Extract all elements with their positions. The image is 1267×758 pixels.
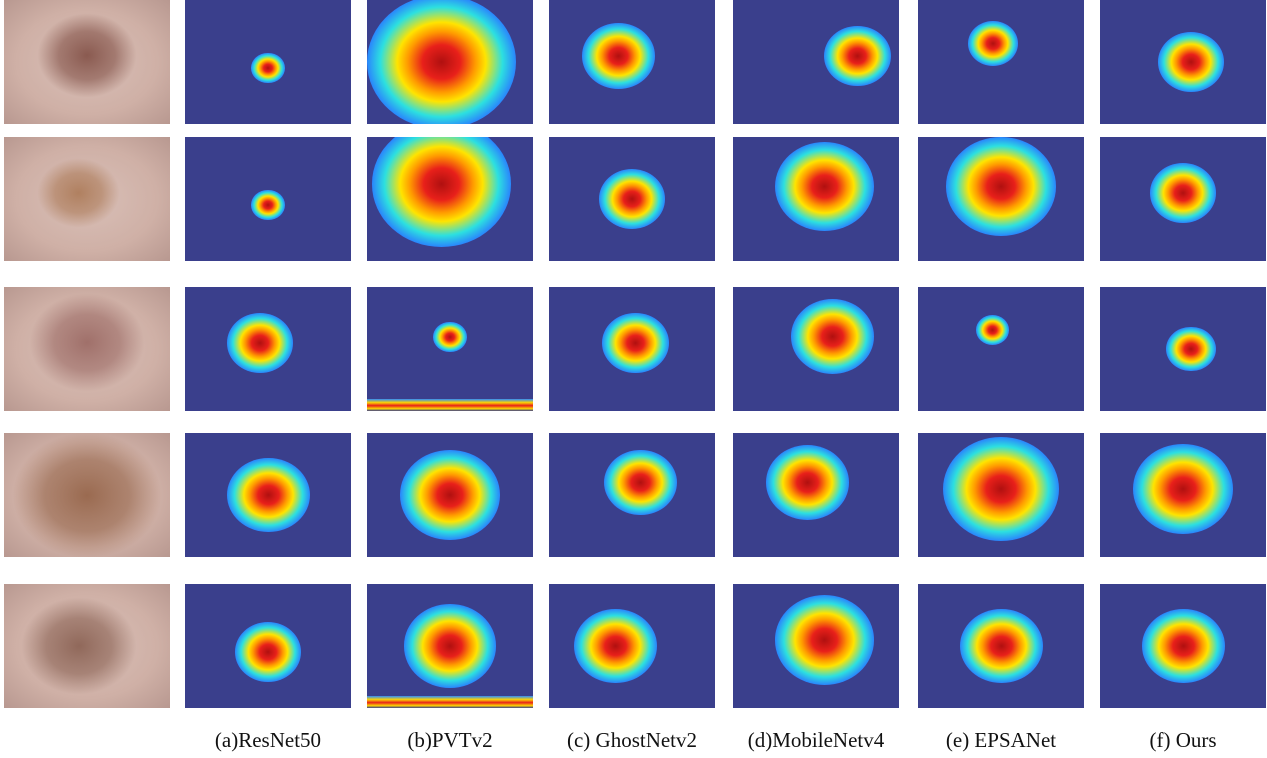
heatmap-image	[733, 0, 899, 124]
activation-hotspot	[967, 20, 1018, 66]
lesion	[37, 13, 137, 99]
heatmap-image	[733, 137, 899, 261]
activation-hotspot	[234, 622, 302, 683]
activation-hotspot	[959, 608, 1043, 684]
heatmap-image	[1100, 137, 1266, 261]
activation-hotspot	[582, 22, 656, 89]
activation-bar	[367, 399, 533, 411]
activation-hotspot	[226, 312, 293, 373]
lesion-image	[4, 584, 170, 708]
lesion	[12, 433, 162, 557]
column-label: (b)PVTv2	[407, 728, 493, 752]
activation-hotspot	[1141, 608, 1225, 684]
lesion	[37, 157, 121, 229]
heatmap-image	[918, 137, 1084, 261]
heatmap-image	[549, 433, 715, 557]
lesion-image	[4, 137, 170, 261]
heatmap-image	[1100, 433, 1266, 557]
heatmap-image	[918, 433, 1084, 557]
heatmap-image	[367, 584, 533, 708]
activation-hotspot	[371, 137, 512, 247]
activation-hotspot	[774, 141, 875, 232]
heatmap-image	[1100, 584, 1266, 708]
activation-bar	[367, 696, 533, 708]
column-label: (c) GhostNetv2	[566, 728, 698, 752]
heatmap-image	[367, 287, 533, 411]
heatmap-image	[918, 0, 1084, 124]
column-label: (e) EPSANet	[945, 728, 1057, 752]
activation-hotspot	[598, 169, 666, 229]
heatmap-image	[733, 433, 899, 557]
activation-hotspot	[603, 449, 677, 516]
heatmap-image	[918, 584, 1084, 708]
activation-hotspot	[602, 312, 669, 373]
heatmap-image	[185, 137, 351, 261]
column-label: (a)ResNet50	[214, 728, 322, 752]
activation-hotspot	[774, 594, 875, 685]
heatmap-image	[1100, 0, 1266, 124]
activation-hotspot	[791, 299, 875, 374]
lesion-image	[4, 433, 170, 557]
heatmap-image	[185, 433, 351, 557]
activation-hotspot	[226, 457, 310, 533]
lesion-image	[4, 0, 170, 124]
activation-hotspot	[573, 608, 657, 684]
heatmap-image	[733, 584, 899, 708]
heatmap-image	[549, 287, 715, 411]
heatmap-image	[185, 0, 351, 124]
heatmap-image	[549, 584, 715, 708]
heatmap-image	[367, 137, 533, 261]
lesion	[20, 596, 137, 696]
heatmap-image	[733, 287, 899, 411]
column-label: (f) Ours	[1149, 728, 1217, 752]
heatmap-image	[549, 137, 715, 261]
activation-hotspot	[976, 315, 1010, 346]
column-label: (d)MobileNetv4	[747, 728, 885, 752]
activation-hotspot	[403, 604, 497, 688]
activation-hotspot	[367, 0, 517, 124]
activation-hotspot	[251, 53, 285, 84]
heatmap-image	[367, 0, 533, 124]
activation-hotspot	[942, 436, 1060, 542]
activation-hotspot	[824, 25, 891, 86]
activation-hotspot	[946, 137, 1056, 236]
activation-hotspot	[1158, 32, 1225, 92]
activation-hotspot	[433, 321, 467, 352]
lesion	[28, 293, 146, 393]
activation-hotspot	[766, 445, 850, 520]
activation-hotspot	[400, 450, 500, 540]
heatmap-image	[1100, 287, 1266, 411]
activation-hotspot	[1166, 326, 1217, 372]
lesion-image	[4, 287, 170, 411]
activation-hotspot	[1133, 443, 1233, 534]
activation-hotspot	[251, 190, 285, 221]
heatmap-image	[367, 433, 533, 557]
heatmap-image	[549, 0, 715, 124]
heatmap-image	[185, 287, 351, 411]
heatmap-image	[185, 584, 351, 708]
activation-hotspot	[1149, 162, 1217, 223]
heatmap-image	[918, 287, 1084, 411]
